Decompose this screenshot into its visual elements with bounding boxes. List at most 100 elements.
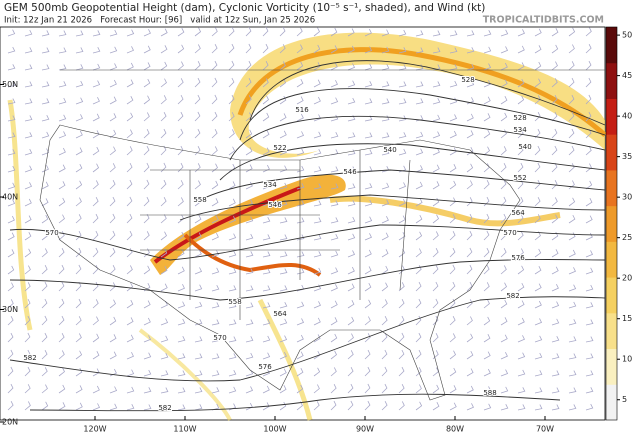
wind-barb <box>92 230 99 241</box>
wind-barb <box>415 131 424 139</box>
wind-barb <box>143 179 150 190</box>
wind-barb <box>296 251 305 258</box>
colorbar-label: 10 <box>622 355 632 364</box>
wind-barb <box>24 366 31 377</box>
wind-barb <box>228 233 237 241</box>
wind-barb <box>449 402 457 411</box>
wind-barb <box>245 147 253 156</box>
wind-barb <box>296 148 305 156</box>
wind-barb <box>75 350 83 360</box>
colorbar-label: 40 <box>622 112 632 121</box>
wind-barb <box>568 214 576 224</box>
wind-barb <box>160 128 167 139</box>
wind-barb <box>296 165 305 173</box>
wind-barb <box>41 315 48 326</box>
wind-barb <box>585 267 594 275</box>
wind-barb <box>58 30 67 37</box>
wind-barb <box>41 248 48 258</box>
wind-barb <box>41 47 50 54</box>
wind-barb <box>160 111 167 122</box>
wind-barb <box>41 198 49 207</box>
lat-label: 20N <box>2 418 18 427</box>
wind-barb <box>194 404 203 411</box>
wind-barb <box>466 281 473 292</box>
wind-barb <box>347 250 356 258</box>
wind-barb <box>194 163 201 173</box>
wind-barb <box>364 98 373 105</box>
wind-barb <box>330 317 338 326</box>
subtitle: Init: 12z Jan 21 2026 Forecast Hour: [96… <box>4 16 315 26</box>
wind-barb <box>466 130 474 139</box>
wind-barb <box>585 232 593 241</box>
wind-barb <box>7 232 15 241</box>
wind-barb <box>58 247 65 258</box>
wind-barb <box>347 97 356 105</box>
contour-label: 576 <box>258 363 272 371</box>
wind-barb <box>75 97 84 105</box>
wind-barb <box>517 335 525 343</box>
wind-barb <box>568 404 577 411</box>
wind-barb <box>160 179 167 190</box>
wind-barb <box>41 231 49 241</box>
wind-barb <box>381 215 389 224</box>
wind-barb <box>483 180 490 190</box>
wind-barb <box>313 27 320 37</box>
wind-barb <box>262 61 269 71</box>
wind-barb <box>211 146 218 156</box>
wind-barb <box>58 147 66 156</box>
wind-barb <box>517 145 524 156</box>
colorbar-segment <box>606 134 617 171</box>
wind-barb <box>143 265 151 275</box>
wind-barb <box>211 232 219 241</box>
wind-barb <box>143 300 151 309</box>
wind-barb <box>534 78 542 88</box>
wind-barb <box>7 98 16 105</box>
wind-barb <box>126 162 133 173</box>
wind-barb <box>398 165 407 173</box>
wind-barb <box>279 113 287 122</box>
contour-label: 558 <box>228 298 241 306</box>
wind-barb <box>24 298 31 309</box>
wind-barb <box>143 129 150 139</box>
wind-barb <box>551 94 558 105</box>
title: GEM 500mb Geopotential Height (dam), Cyc… <box>4 2 485 14</box>
wind-barb <box>313 267 322 275</box>
colorbar-segment <box>606 27 617 64</box>
wind-barb <box>449 64 458 71</box>
wind-barb <box>568 267 576 275</box>
wind-barb <box>126 369 135 377</box>
wind-barb <box>296 234 305 241</box>
wind-barb <box>330 233 339 241</box>
contour-label: 588 <box>483 389 496 397</box>
lat-label: 50N <box>2 80 18 89</box>
wind-barb <box>7 46 16 54</box>
wind-barb <box>347 63 356 71</box>
lon-label: 80W <box>446 425 464 434</box>
wind-barb <box>126 404 135 411</box>
wind-barb <box>568 61 575 71</box>
wind-barb <box>568 163 575 173</box>
wind-barb <box>381 98 390 105</box>
wind-barb <box>364 199 373 207</box>
wind-barb <box>534 28 542 37</box>
wind-barb <box>245 216 254 224</box>
wind-barb <box>500 96 508 105</box>
wind-barb <box>7 215 15 224</box>
lon-label: 120W <box>83 425 106 434</box>
wind-barb <box>347 132 356 139</box>
wind-barb <box>432 231 439 241</box>
wind-barb <box>381 282 389 292</box>
wind-barb <box>449 316 456 326</box>
colorbar-segment <box>606 277 617 314</box>
wind-barb <box>381 249 389 258</box>
wind-barb <box>279 335 288 343</box>
lon-label: 100W <box>263 425 286 434</box>
wind-barb <box>177 27 185 37</box>
wind-barb <box>24 98 33 105</box>
wind-barb <box>500 62 508 71</box>
wind-barb <box>432 281 439 292</box>
wind-barb <box>7 265 15 275</box>
wind-barb <box>296 183 305 190</box>
wind-barb <box>58 333 65 343</box>
wind-barb <box>415 384 422 394</box>
